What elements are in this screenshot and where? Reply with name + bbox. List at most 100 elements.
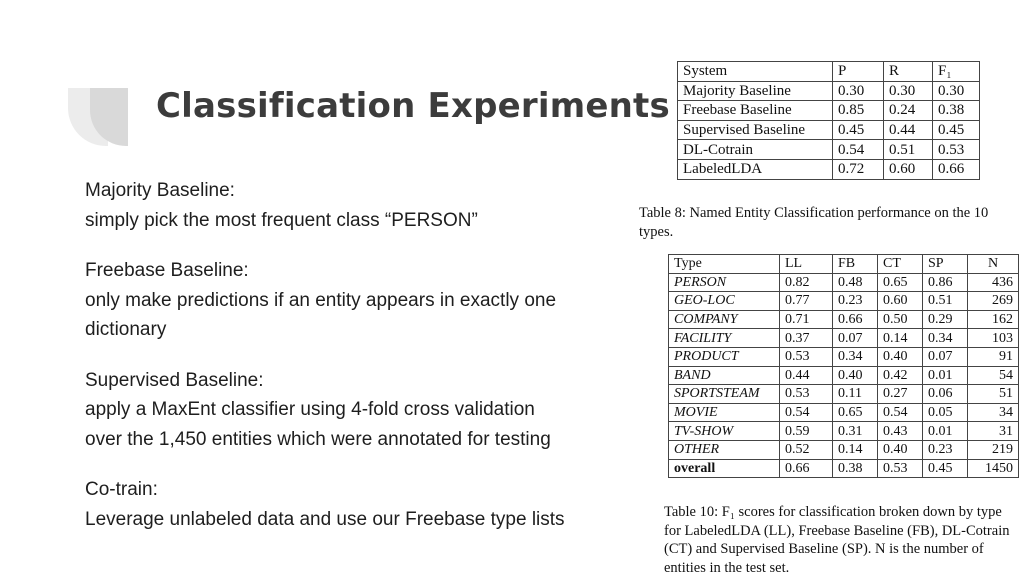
table-cell: FACILITY — [668, 328, 780, 348]
table-cell: 0.86 — [922, 272, 968, 293]
table-cell: COMPANY — [668, 309, 780, 330]
table-cell: 54 — [967, 365, 1019, 386]
table-cell: 0.38 — [932, 100, 980, 121]
bullet-list: Majority Baseline: simply pick the most … — [85, 176, 630, 555]
table-cell: SPORTSTEAM — [668, 384, 780, 404]
table-cell: 0.23 — [832, 291, 878, 311]
table-header-cell: LL — [779, 254, 833, 274]
table-cell: GEO-LOC — [668, 291, 780, 311]
table-cell: 0.24 — [883, 100, 933, 121]
table-cell: 0.45 — [832, 119, 884, 141]
table-cell: 0.42 — [877, 365, 923, 386]
table-row: PRODUCT 0.53 0.34 0.40 0.07 91 — [668, 346, 1019, 367]
table-row: SPORTSTEAM 0.53 0.11 0.27 0.06 51 — [668, 384, 1019, 404]
table-cell: PERSON — [668, 272, 780, 293]
bullet-heading: Supervised Baseline: — [85, 369, 264, 391]
table-cell: 0.45 — [932, 119, 980, 141]
table-cell: 0.65 — [877, 272, 923, 293]
table-cell: 0.11 — [832, 384, 878, 404]
bullet-text: over the 1,450 entities which were annot… — [85, 428, 551, 450]
table-cell: 0.45 — [922, 458, 968, 479]
table-cell: TV-SHOW — [668, 421, 780, 441]
table-row: overall 0.66 0.38 0.53 0.45 1450 — [668, 458, 1019, 479]
table-cell: 0.54 — [832, 139, 884, 160]
table-header-cell: CT — [877, 254, 923, 274]
table-header-cell: P — [832, 61, 884, 82]
table-cell: 0.14 — [877, 328, 923, 348]
table-cell: 0.44 — [779, 365, 833, 386]
table-cell: 436 — [967, 272, 1019, 293]
table-cell: 219 — [967, 439, 1019, 460]
bullet-majority: Majority Baseline: simply pick the most … — [85, 176, 630, 235]
table-cell: OTHER — [668, 439, 780, 460]
bullet-cotrain: Co-train: Leverage unlabeled data and us… — [85, 475, 630, 534]
table-cell: 0.65 — [832, 402, 878, 423]
table-row: Majority Baseline 0.30 0.30 0.30 — [677, 80, 980, 102]
table-cell: 31 — [967, 421, 1019, 441]
slide-title: Classification Experiments — [156, 86, 670, 126]
bullet-heading: Majority Baseline: — [85, 180, 235, 201]
table-row: DL-Cotrain 0.54 0.51 0.53 — [677, 139, 980, 160]
table-cell: 0.37 — [779, 328, 833, 348]
table-cell: 0.40 — [877, 439, 923, 460]
table-cell: 103 — [967, 328, 1019, 348]
table-cell: LabeledLDA — [677, 158, 833, 180]
table-cell: 0.07 — [832, 328, 878, 348]
table-cell: DL-Cotrain — [677, 139, 833, 160]
table-cell: 0.31 — [832, 421, 878, 441]
table-cell: 269 — [967, 291, 1019, 311]
table-cell: 0.05 — [922, 402, 968, 423]
table-cell: 0.53 — [779, 346, 833, 367]
table-cell: 0.52 — [779, 439, 833, 460]
bullet-text: Leverage unlabeled data and use our Free… — [85, 508, 565, 530]
bullet-text: dictionary — [85, 319, 167, 340]
table-cell: MOVIE — [668, 402, 780, 423]
bullet-freebase: Freebase Baseline: only make predictions… — [85, 256, 630, 345]
table-cell: 0.53 — [877, 458, 923, 479]
table-cell: 0.53 — [932, 139, 980, 160]
table-cell: Freebase Baseline — [677, 100, 833, 121]
table-row: COMPANY 0.71 0.66 0.50 0.29 162 — [668, 309, 1019, 330]
table-cell: 0.38 — [832, 458, 878, 479]
table-cell: Supervised Baseline — [677, 119, 833, 141]
table-header-cell: Type — [668, 254, 780, 274]
table-header-cell: FB — [832, 254, 878, 274]
table-cell: 0.44 — [883, 119, 933, 141]
table-row: PERSON 0.82 0.48 0.65 0.86 436 — [668, 272, 1019, 293]
table-cell: 0.71 — [779, 309, 833, 330]
table-row: GEO-LOC 0.77 0.23 0.60 0.51 269 — [668, 291, 1019, 311]
table-cell: 0.85 — [832, 100, 884, 121]
table-header-cell: N — [967, 254, 1019, 274]
table-cell: 91 — [967, 346, 1019, 367]
table-header-cell: System — [677, 61, 833, 82]
table-cell: 0.07 — [922, 346, 968, 367]
table-cell: 0.30 — [883, 80, 933, 102]
table-cell: 0.14 — [832, 439, 878, 460]
table-cell: 0.30 — [832, 80, 884, 102]
table-row: BAND 0.44 0.40 0.42 0.01 54 — [668, 365, 1019, 386]
table-row: MOVIE 0.54 0.65 0.54 0.05 34 — [668, 402, 1019, 423]
table-cell: 0.43 — [877, 421, 923, 441]
table-header-cell: SP — [922, 254, 968, 274]
table-cell: 0.34 — [832, 346, 878, 367]
table-header-cell: F₁ — [932, 61, 980, 82]
bullet-text: simply pick the most frequent class “PER… — [85, 209, 478, 231]
table-cell: 0.34 — [922, 328, 968, 348]
table-cell: 0.30 — [932, 80, 980, 102]
table-cell: 0.40 — [832, 365, 878, 386]
table-cell: 0.51 — [922, 291, 968, 311]
table-cell: 0.48 — [832, 272, 878, 293]
table-cell: 0.53 — [779, 384, 833, 404]
table-cell: 0.29 — [922, 309, 968, 330]
table-cell: 0.66 — [932, 158, 980, 180]
table-cell: 34 — [967, 402, 1019, 423]
table-cell: 0.01 — [922, 365, 968, 386]
table-cell: 0.06 — [922, 384, 968, 404]
table-cell: 0.54 — [877, 402, 923, 423]
table-cell: 0.60 — [883, 158, 933, 180]
table-cell: 0.27 — [877, 384, 923, 404]
table-row: OTHER 0.52 0.14 0.40 0.23 219 — [668, 439, 1019, 460]
table-cell: 0.54 — [779, 402, 833, 423]
table-cell: 0.40 — [877, 346, 923, 367]
table-row: FACILITY 0.37 0.07 0.14 0.34 103 — [668, 328, 1019, 348]
